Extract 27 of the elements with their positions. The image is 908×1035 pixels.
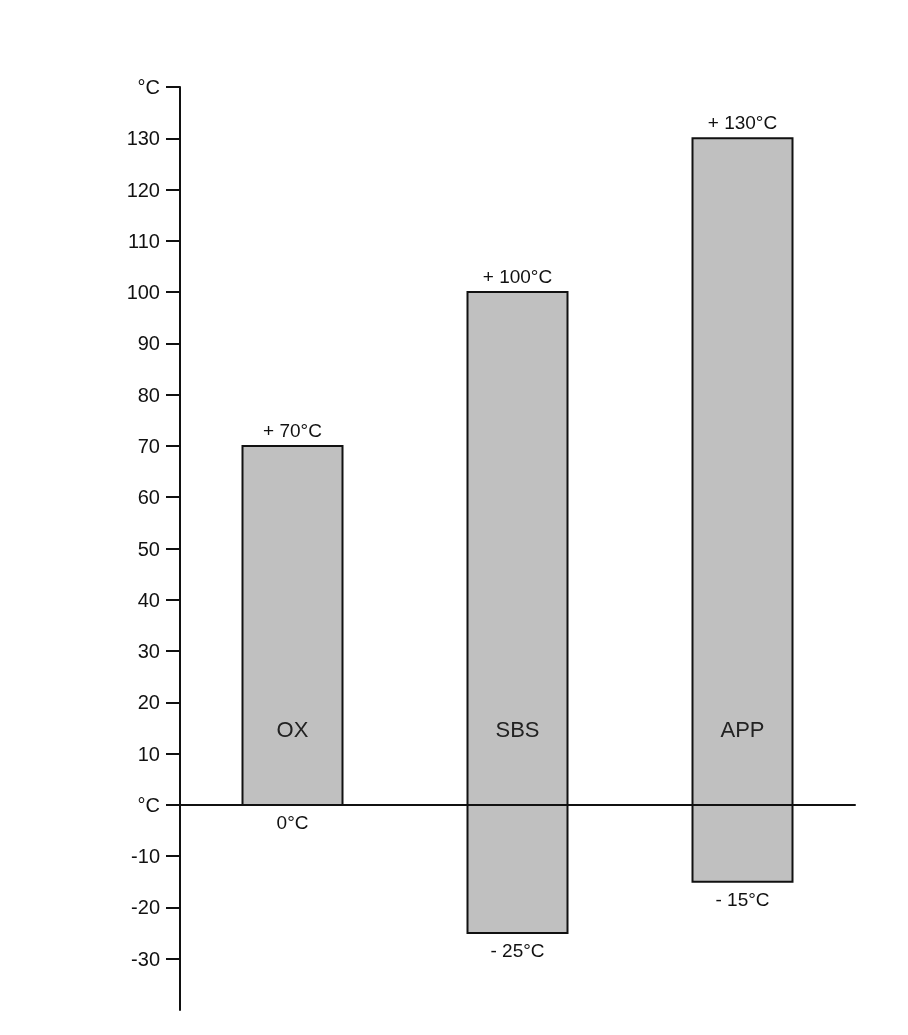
- annotation: + 100°C: [482, 266, 553, 288]
- y-tick-label: 60: [137, 486, 160, 509]
- y-tick-label: 100: [126, 281, 160, 304]
- y-tick-label: -20: [131, 896, 160, 919]
- x-tick-label: SBS: [495, 716, 540, 742]
- annotation: 0°C: [276, 811, 309, 833]
- y-tick-label: 110: [128, 229, 160, 252]
- y-tick-label: 50: [137, 537, 160, 560]
- y-tick-label: -30: [131, 947, 160, 970]
- annotation: - 25°C: [490, 940, 545, 962]
- y-tick-label: 120: [126, 178, 160, 201]
- annotation: - 15°C: [715, 888, 770, 910]
- y-tick-label: 20: [137, 691, 160, 714]
- annotation: + 130°C: [707, 112, 778, 134]
- y-tick-label: 90: [137, 332, 160, 355]
- y-tick-label: -10: [131, 845, 160, 868]
- y-tick-label: 40: [137, 588, 160, 611]
- y-tick-label: 70: [137, 434, 160, 457]
- x-tick-label: OX: [276, 716, 309, 742]
- y-tick-label: °C: [137, 793, 160, 816]
- y-tick-label: °C: [137, 76, 160, 98]
- annotation: + 70°C: [263, 419, 322, 441]
- x-tick-label: APP: [720, 716, 765, 742]
- y-tick-label: 30: [137, 640, 160, 663]
- y-tick-label: 130: [126, 127, 160, 150]
- y-tick-label: 80: [137, 383, 160, 406]
- y-tick-label: 10: [137, 742, 160, 765]
